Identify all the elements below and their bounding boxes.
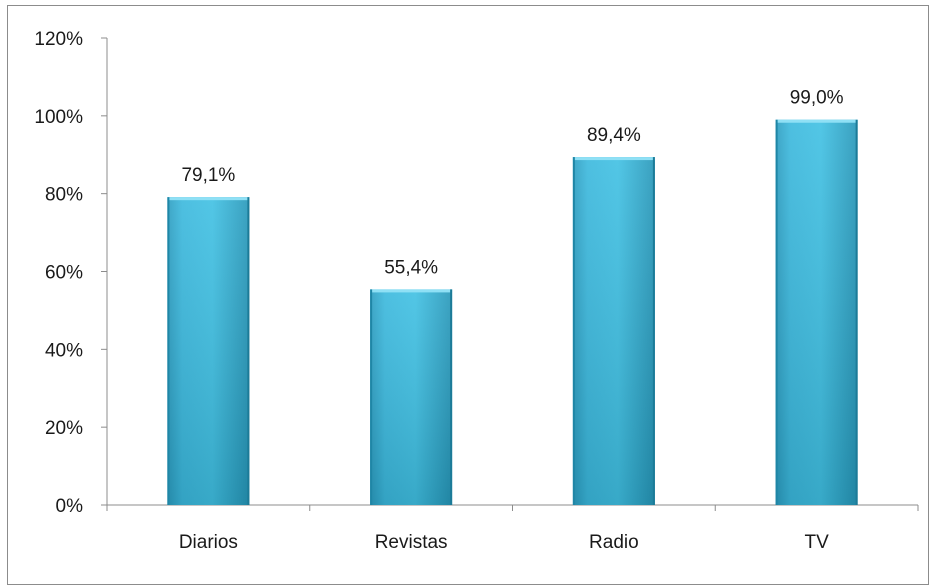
bar-right-edge bbox=[855, 119, 858, 505]
data-label: 55,4% bbox=[384, 257, 438, 278]
y-tick-label: 40% bbox=[45, 340, 83, 361]
bar-top-highlight bbox=[370, 289, 453, 293]
labels: 0% 20% 40% 60% 80% 100% 120% 79,1% Diarios 55,4% R… bbox=[34, 29, 843, 553]
data-label: 99,0% bbox=[790, 88, 844, 109]
bar-top-highlight bbox=[572, 157, 655, 161]
bar-chart: 0% 20% 40% 60% 80% 100% 120% 79,1% Diarios 55,4% R… bbox=[34, 29, 919, 553]
bar-top-highlight bbox=[775, 119, 858, 123]
bar-left-edge bbox=[167, 197, 170, 505]
x-tick-label: Revistas bbox=[375, 532, 448, 553]
bar-shade bbox=[167, 197, 250, 505]
y-tick-label: 0% bbox=[56, 496, 84, 517]
x-tick-label: TV bbox=[804, 532, 829, 553]
y-tick-label: 120% bbox=[34, 29, 83, 50]
data-label: 89,4% bbox=[587, 125, 641, 146]
bar-left-edge bbox=[370, 289, 373, 505]
x-tick-label: Diarios bbox=[179, 532, 238, 553]
bar-shade bbox=[572, 157, 655, 505]
bar-right-edge bbox=[247, 197, 250, 505]
bar-shade bbox=[775, 119, 858, 505]
data-label: 79,1% bbox=[181, 165, 235, 186]
x-tick-label: Radio bbox=[589, 532, 639, 553]
bars bbox=[167, 119, 858, 505]
bar-left-edge bbox=[775, 119, 778, 505]
bar-right-edge bbox=[450, 289, 453, 505]
bar-top-highlight bbox=[167, 197, 250, 201]
y-tick-label: 20% bbox=[45, 418, 83, 439]
bar-left-edge bbox=[572, 157, 575, 505]
y-tick-label: 60% bbox=[45, 263, 83, 284]
chart-frame bbox=[7, 5, 929, 585]
bar-right-edge bbox=[652, 157, 655, 505]
bar-shade bbox=[370, 289, 453, 505]
y-tick-label: 80% bbox=[45, 185, 83, 206]
y-tick-label: 100% bbox=[34, 107, 83, 128]
